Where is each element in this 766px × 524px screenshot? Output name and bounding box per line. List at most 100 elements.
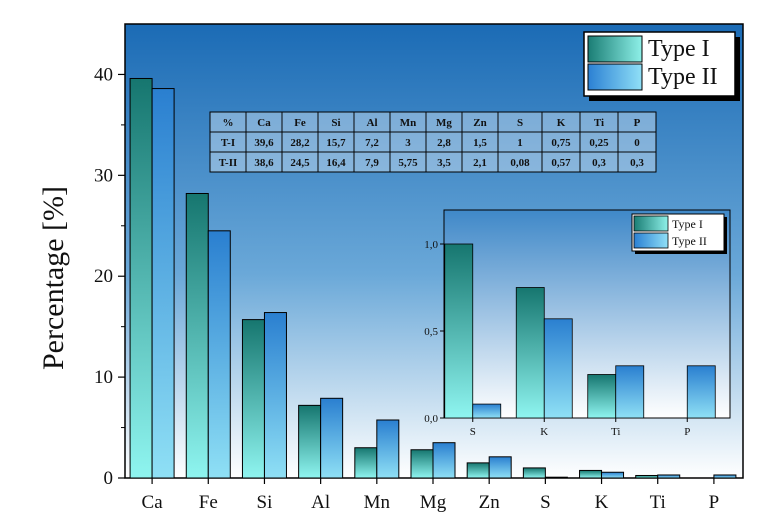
table-header-cell: Mg [436, 117, 452, 129]
table-cell: 0,08 [510, 157, 530, 169]
x-tick-label-zn: Zn [479, 492, 501, 513]
inset-legend-label-type-i: Type I [672, 217, 703, 231]
bar-type-i-al [298, 404, 322, 479]
table-cell: 28,2 [290, 137, 310, 149]
inset-x-tick-label-p: P [684, 426, 690, 438]
bar-type-i-zn [466, 462, 490, 479]
bar-type-ii-s [544, 476, 568, 479]
table-header-cell: Ti [594, 117, 604, 129]
inset-bar-type-ii-p [686, 365, 716, 419]
table-cell: 24,5 [290, 157, 310, 169]
bar-type-ii-k [601, 471, 625, 479]
inset-axes: S K Ti P 0,0 0,5 1,0 [424, 239, 690, 438]
inset-legend-label-type-ii: Type II [672, 234, 707, 248]
table-cell: 15,7 [326, 137, 346, 149]
y-axis-label: Percentage [%] [37, 186, 70, 370]
table-cell: 7,2 [365, 137, 379, 149]
bar-type-i-mg [410, 449, 434, 479]
x-tick-label-ca: Ca [142, 492, 164, 513]
x-tick-label-si: Si [257, 492, 273, 513]
bar-type-i-fe [185, 192, 209, 479]
inset-bar-type-i-k [515, 287, 545, 419]
table-frame [209, 111, 657, 173]
table-cell: 2,1 [473, 157, 487, 169]
y-tick-label-10: 10 [94, 367, 113, 388]
inset-bar-type-ii-k [543, 318, 573, 419]
x-tick-label-p: P [709, 492, 720, 513]
table-cell-border [617, 151, 657, 173]
table-header-cell: Fe [294, 117, 306, 129]
bar-type-i-ca [129, 77, 153, 479]
inset-bar-type-i-ti [587, 374, 617, 419]
inset-bars [444, 243, 716, 419]
table-cell: 2,8 [437, 137, 451, 149]
x-tick-label-mn: Mn [364, 492, 391, 513]
table-cell: T-I [221, 137, 235, 149]
table-cell: 0 [634, 137, 640, 149]
inset-x-tick-label-s: S [470, 426, 476, 438]
legend-swatch-type-i [587, 35, 643, 63]
table-cell: 0,25 [589, 137, 609, 149]
table-cell: 0,3 [630, 157, 644, 169]
bar-type-i-si [241, 319, 265, 479]
data-table: % Ca Fe Si Al Mn Mg Zn S K Ti P T-I 39,6 28,2 15,7 7,2 3 2… [209, 111, 657, 173]
table-cell: 39,6 [254, 137, 274, 149]
table-cell: 16,4 [326, 157, 346, 169]
inset-bar-type-i-s [444, 243, 474, 419]
bar-type-ii-mg [432, 442, 456, 479]
table-header-cell: Ca [257, 117, 271, 129]
y-tick-label-30: 30 [94, 165, 113, 186]
y-tick-label-40: 40 [94, 64, 113, 85]
bar-type-ii-p [713, 474, 737, 479]
x-tick-label-mg: Mg [420, 492, 447, 513]
table-cell: 0,57 [551, 157, 571, 169]
table-header-cell: S [517, 117, 523, 129]
bar-type-i-ti [635, 474, 659, 479]
bar-type-ii-ca [151, 88, 175, 479]
bar-type-ii-mn [376, 419, 400, 479]
x-tick-label-al: Al [311, 492, 330, 513]
inset-y-tick-label-0-0: 0,0 [424, 413, 438, 425]
x-tick-label-ti: Ti [650, 492, 666, 513]
table-header-cell: Al [367, 117, 378, 129]
inset-legend-swatch-type-i [633, 215, 669, 232]
x-tick-label-k: K [595, 492, 609, 513]
main-bars [129, 77, 737, 479]
inset-legend-swatch-type-ii [633, 232, 669, 249]
inset-y-tick-label-0-5: 0,5 [424, 326, 438, 338]
bar-type-ii-fe [207, 230, 231, 479]
bar-type-ii-si [263, 312, 287, 479]
table-header-cell: Zn [473, 117, 486, 129]
y-tick-label-20: 20 [94, 266, 113, 287]
table-header-cell: Mn [400, 117, 417, 129]
inset-legend: Type I Type II [631, 213, 727, 254]
table-cell: 1,5 [473, 137, 487, 149]
inset-x-tick-label-k: K [540, 426, 548, 438]
table-cell: 3,5 [437, 157, 451, 169]
x-tick-label-fe: Fe [199, 492, 218, 513]
legend-label-type-ii: Type II [648, 64, 718, 90]
inset-bar-type-ii-ti [615, 365, 645, 419]
table-cell: 0,75 [551, 137, 571, 149]
inset-x-tick-label-ti: Ti [611, 426, 620, 438]
bar-type-i-k [579, 469, 603, 479]
bar-type-ii-al [320, 397, 344, 479]
main-legend: Type I Type II [583, 31, 740, 101]
y-tick-label-0: 0 [104, 468, 114, 489]
table-header-cell: P [634, 117, 641, 129]
x-tick-label-s: S [540, 492, 551, 513]
bar-type-i-s [522, 467, 546, 479]
table-cell: 0,3 [592, 157, 606, 169]
table-header-cell: % [223, 117, 234, 129]
table-header-cell: K [557, 117, 566, 129]
bar-type-ii-zn [488, 456, 512, 479]
legend-label-type-i: Type I [648, 36, 710, 62]
table-cell: 38,6 [254, 157, 274, 169]
table-cell: 7,9 [365, 157, 379, 169]
inset-y-tick-label-1-0: 1,0 [424, 239, 438, 251]
table-cell: 3 [405, 137, 411, 149]
table-cell: T-II [219, 157, 238, 169]
bar-type-ii-ti [657, 474, 681, 479]
